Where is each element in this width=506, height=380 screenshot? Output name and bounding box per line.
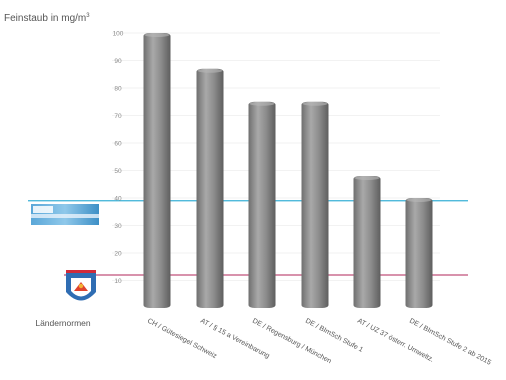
bar <box>301 101 329 308</box>
y-tick-label: 80 <box>114 86 122 93</box>
y-tick-label: 70 <box>114 113 122 120</box>
bar <box>353 176 381 308</box>
bar-cap <box>249 101 275 106</box>
y-tick-label: 30 <box>114 223 122 230</box>
bar <box>248 101 276 308</box>
bar <box>143 33 171 308</box>
y-tick-label: 90 <box>114 58 122 65</box>
bar-cap <box>406 198 432 202</box>
x-category-label: DE / BImSch Stufe 2 ab 2015 <box>408 318 492 367</box>
austria-norm-shield-emblem <box>66 270 96 301</box>
bar-cap <box>144 33 170 37</box>
y-axis-title: Feinstaub in mg/m3 <box>4 13 90 24</box>
y-tick-labels: 100 90 80 70 60 50 40 30 20 10 <box>113 31 124 286</box>
y-tick-label: 40 <box>114 196 122 203</box>
y-tick-label: 50 <box>114 168 122 175</box>
bar-cap <box>197 68 223 73</box>
swiss-norm-emblem <box>31 204 99 225</box>
bar-cap <box>302 101 328 106</box>
bars <box>143 33 433 308</box>
y-tick-label: 100 <box>113 31 124 38</box>
bar <box>405 198 433 308</box>
y-tick-label: 60 <box>114 141 122 148</box>
bar-cap <box>354 176 380 180</box>
bar <box>196 68 224 308</box>
y-tick-label: 10 <box>114 278 122 285</box>
legend-caption: Ländernormen <box>35 318 91 328</box>
y-axis-title-superscript: 3 <box>86 13 90 19</box>
y-tick-label: 20 <box>114 251 122 258</box>
